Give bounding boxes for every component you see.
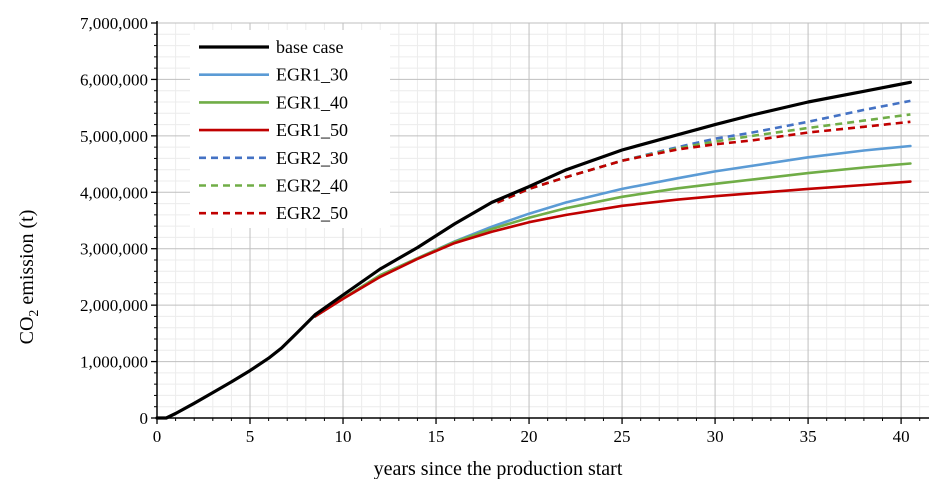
y-tick-label: 2,000,000 (80, 296, 148, 315)
x-tick-label: 0 (153, 427, 162, 446)
series-lines (155, 80, 912, 420)
y-tick-label: 6,000,000 (80, 70, 148, 89)
x-tick-label: 10 (335, 427, 352, 446)
y-tick-label: 3,000,000 (80, 240, 148, 259)
x-tick-label: 20 (521, 427, 538, 446)
series-line-egr2-50 (496, 120, 911, 204)
x-tick-label: 25 (614, 427, 631, 446)
y-tick-label: 1,000,000 (80, 353, 148, 372)
x-tick-label: 35 (800, 427, 817, 446)
legend-label-egr2-30: EGR2_30 (276, 148, 348, 168)
x-tick-label: 40 (893, 427, 910, 446)
x-axis-title: years since the production start (374, 458, 623, 479)
legend-label-egr1-30: EGR1_30 (276, 65, 348, 85)
y-tick-label: 4,000,000 (80, 183, 148, 202)
y-tick-label: 7,000,000 (80, 14, 148, 33)
legend-label-egr2-50: EGR2_50 (276, 203, 348, 223)
axes: 0 1,000,000 2,000,000 3,000,000 4,000,000 5,0… (80, 14, 929, 446)
series-line-base-case (155, 80, 912, 420)
legend-label-base-case: base case (276, 37, 343, 57)
y-axis-title: CO2 emission (t) (16, 210, 42, 345)
legend-label-egr1-50: EGR1_50 (276, 120, 348, 140)
x-tick-label: 5 (246, 427, 255, 446)
x-tick-label: 15 (428, 427, 445, 446)
legend-label-egr2-40: EGR2_40 (276, 176, 348, 196)
legend: base case EGR1_30 EGR1_40 EGR1_50 EGR2_30 EGR… (190, 30, 390, 228)
legend-label-egr1-40: EGR1_40 (276, 92, 348, 112)
y-tick-label: 5,000,000 (80, 127, 148, 146)
y-tick-label: 0 (140, 409, 149, 428)
series-line-egr1-50 (313, 180, 912, 318)
x-tick-label: 30 (707, 427, 724, 446)
series-line-egr1-40 (313, 162, 912, 318)
